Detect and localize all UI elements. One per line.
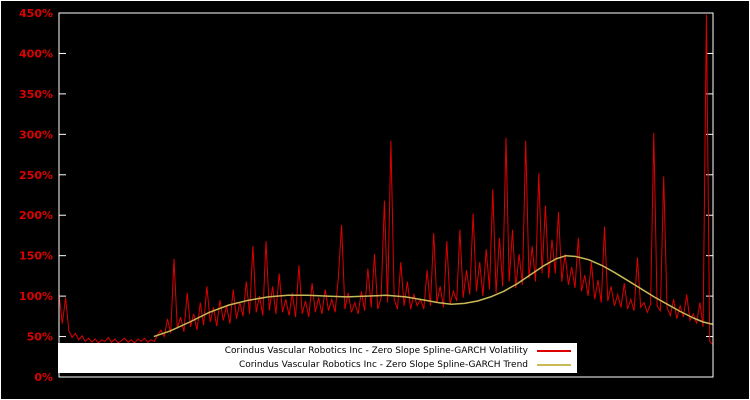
y-tick-label: 450% bbox=[19, 7, 53, 20]
y-tick-label: 200% bbox=[19, 209, 53, 222]
y-tick-label: 50% bbox=[27, 331, 53, 344]
trend-line bbox=[153, 254, 714, 338]
y-tick-label: 0% bbox=[34, 371, 53, 384]
y-tick-label: 150% bbox=[19, 250, 53, 263]
legend-item-volatility: Corindus Vascular Robotics Inc - Zero Sl… bbox=[58, 344, 577, 358]
volatility-line bbox=[58, 14, 714, 345]
legend-label-volatility: Corindus Vascular Robotics Inc - Zero Sl… bbox=[224, 345, 528, 356]
y-tick-label: 400% bbox=[19, 47, 53, 60]
legend-item-trend: Corindus Vascular Robotics Inc - Zero Sl… bbox=[58, 358, 577, 372]
plot-frame bbox=[58, 12, 714, 378]
legend-label-trend: Corindus Vascular Robotics Inc - Zero Sl… bbox=[238, 359, 528, 370]
legend-line-sample-trend bbox=[537, 364, 571, 366]
y-tick-label: 350% bbox=[19, 88, 53, 101]
legend: Corindus Vascular Robotics Inc - Zero Sl… bbox=[58, 343, 577, 373]
y-tick-label: 100% bbox=[19, 290, 53, 303]
y-tick-label: 300% bbox=[19, 128, 53, 141]
y-tick-label: 250% bbox=[19, 169, 53, 182]
legend-line-sample-volatility bbox=[537, 350, 571, 352]
